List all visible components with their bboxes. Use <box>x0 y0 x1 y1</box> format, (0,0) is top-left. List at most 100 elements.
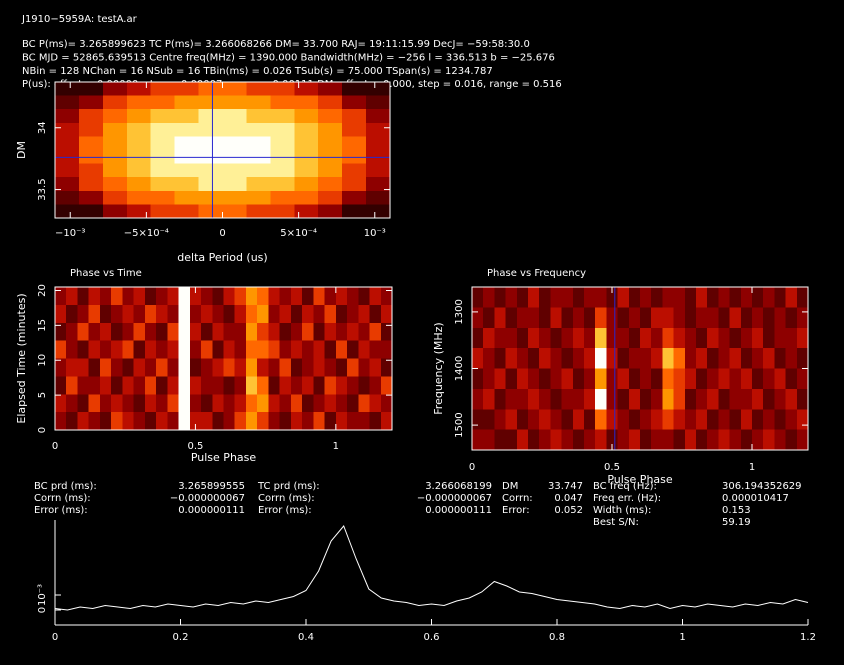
heatmap-cell <box>100 323 112 341</box>
heatmap-cell <box>472 348 484 369</box>
heatmap-cell <box>55 123 79 137</box>
heatmap-cell <box>134 305 146 323</box>
heatmap-cell <box>325 341 337 359</box>
heatmap-cell <box>718 409 730 430</box>
heatmap-cell <box>302 287 314 305</box>
heatmap-cell <box>167 394 179 412</box>
heatmap-cell <box>111 359 123 377</box>
heatmap-cell <box>640 409 652 430</box>
heatmap-cell <box>370 394 382 412</box>
heatmap-cell <box>381 412 393 430</box>
heatmap-cell <box>358 376 370 394</box>
heatmap-cell <box>730 307 742 328</box>
heatmap-cell <box>763 409 775 430</box>
heatmap-cell <box>103 204 127 218</box>
heatmap-cell <box>127 82 151 96</box>
heatmap-cell <box>199 164 223 178</box>
heatmap-cell <box>175 96 199 110</box>
heatmap-cell <box>517 287 529 308</box>
heatmap-cell <box>618 328 630 349</box>
heatmap-cell <box>156 376 168 394</box>
heatmap-cell <box>662 307 674 328</box>
heatmap-cell <box>584 307 596 328</box>
heatmap-cell <box>313 323 325 341</box>
heatmap-cell <box>674 389 686 410</box>
heatmap-cell <box>294 109 318 123</box>
heatmap-cell <box>696 287 708 308</box>
heatmap-cell <box>696 348 708 369</box>
heatmap-cell <box>145 323 157 341</box>
heatmap-cell <box>318 82 342 96</box>
heatmap-cell <box>100 305 112 323</box>
heatmap-cell <box>89 359 101 377</box>
heatmap-cell <box>223 82 247 96</box>
stat-label: Error: <box>502 505 530 516</box>
heatmap-cell <box>291 287 303 305</box>
heatmap-cell <box>318 191 342 205</box>
heatmap-cell <box>752 409 764 430</box>
heatmap-cell <box>662 369 674 390</box>
heatmap-cell <box>685 348 697 369</box>
heatmap-cell <box>212 394 224 412</box>
heatmap-cell <box>696 409 708 430</box>
heatmap-cell <box>584 328 596 349</box>
heatmap-cell <box>235 341 247 359</box>
heatmap-cell <box>257 305 269 323</box>
heatmap-cell <box>752 369 764 390</box>
heatmap-cell <box>151 191 175 205</box>
stat-label: BC prd (ms): <box>34 481 97 492</box>
x-tick-label: 0 <box>219 228 225 239</box>
heatmap-cell <box>483 307 495 328</box>
heatmap-cell <box>257 412 269 430</box>
heatmap-cell <box>506 307 518 328</box>
y-axis-label: Frequency (MHz) <box>432 322 445 414</box>
heatmap-cell <box>640 307 652 328</box>
stat-label: Corrn: <box>502 493 533 504</box>
heatmap-cell <box>224 287 236 305</box>
heatmap-cell <box>111 394 123 412</box>
heatmap-cell <box>280 376 292 394</box>
heatmap-cell <box>342 191 366 205</box>
heatmap-cell <box>79 164 103 178</box>
heatmap-cell <box>257 359 269 377</box>
x-tick-label: 0.2 <box>173 632 189 643</box>
heatmap-cell <box>573 430 585 451</box>
heatmap-cell <box>366 82 390 96</box>
heatmap-cell <box>774 348 786 369</box>
heatmap-cell <box>718 328 730 349</box>
heatmap-cell <box>370 305 382 323</box>
heatmap-cell <box>752 389 764 410</box>
heatmap-cell <box>741 409 753 430</box>
heatmap-cell <box>347 287 359 305</box>
heatmap-cell <box>595 430 607 451</box>
heatmap-cell <box>381 287 393 305</box>
heatmap-cell <box>336 376 348 394</box>
heatmap-cell <box>313 341 325 359</box>
heatmap-cell <box>257 394 269 412</box>
heatmap-cell <box>156 305 168 323</box>
heatmap-cell <box>127 109 151 123</box>
heatmap-cell <box>55 109 79 123</box>
stat-value: 306.194352629 <box>722 481 802 492</box>
heatmap-cell <box>223 109 247 123</box>
heatmap-cell <box>151 123 175 137</box>
heatmap-cell <box>539 430 551 451</box>
heatmap-cell <box>573 328 585 349</box>
heatmap-cell <box>584 409 596 430</box>
heatmap-cell <box>730 287 742 308</box>
header-line: NBin = 128 NChan = 16 NSub = 16 TBin(ms)… <box>22 66 493 77</box>
heatmap-cell <box>167 341 179 359</box>
heatmap-cell <box>291 376 303 394</box>
heatmap-cell <box>662 409 674 430</box>
heatmap-cell <box>66 412 78 430</box>
heatmap-cell <box>528 307 540 328</box>
stat-value: 0.000000111 <box>178 505 245 516</box>
heatmap-cell <box>786 409 798 430</box>
heatmap-cell <box>302 394 314 412</box>
heatmap-cell <box>270 123 294 137</box>
heatmap-cell <box>127 204 151 218</box>
heatmap-cell <box>167 323 179 341</box>
heatmap-cell <box>111 341 123 359</box>
heatmap-cell <box>640 389 652 410</box>
heatmap-cell <box>224 376 236 394</box>
